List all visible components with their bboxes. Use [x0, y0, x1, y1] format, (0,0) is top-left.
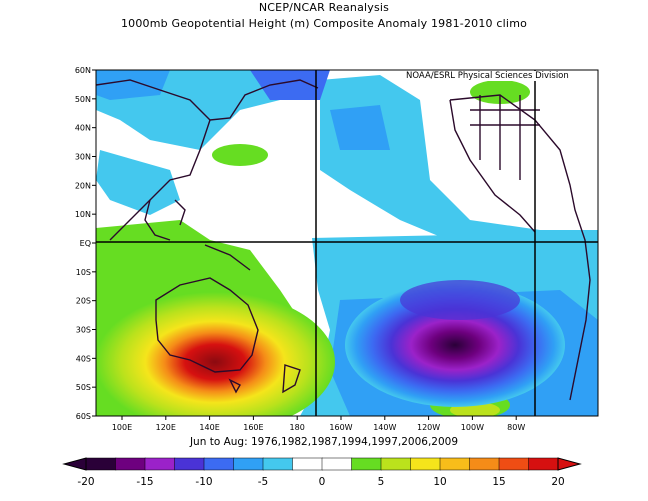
lat-tick-label: 10S [76, 268, 91, 277]
colorbar-label: 15 [492, 476, 506, 488]
lat-tick-label: EQ [80, 239, 91, 248]
colorbar-swatch [115, 457, 146, 471]
lon-tick-label: 80W [507, 423, 525, 432]
lon-tick-label: 100E [112, 423, 132, 432]
colorbar-swatch [321, 457, 353, 471]
colorbar-label: 10 [433, 476, 447, 488]
lon-tick-label: 100W [461, 423, 484, 432]
coastlines [96, 79, 591, 401]
lat-tick-label: 20N [75, 181, 91, 190]
lat-tick-label: 40N [75, 124, 91, 133]
lon-tick-label: 120W [417, 423, 440, 432]
lat-tick-label: 50N [75, 95, 91, 104]
colorbar-swatch [528, 457, 559, 471]
colorbar-swatch [262, 457, 294, 471]
colorbar-swatch [85, 457, 117, 471]
colorbar-label: 5 [377, 476, 385, 488]
colorbar [62, 457, 582, 471]
map-subtitle: 1000mb Geopotential Height (m) Composite… [120, 17, 528, 30]
colorbar-label: 0 [318, 476, 326, 488]
lon-tick-label: 140W [373, 423, 396, 432]
lat-tick-label: 40S [76, 354, 91, 363]
lat-tick-label: 10N [75, 210, 91, 219]
colorbar-swatch [144, 457, 176, 471]
colorbar-swatch [351, 457, 382, 471]
anomaly-field [96, 70, 598, 416]
map-caption: Jun to Aug: 1976,1982,1987,1994,1997,200… [189, 436, 459, 448]
colorbar-label: -10 [195, 476, 213, 488]
lon-tick-label: 140E [199, 423, 219, 432]
latitude-axis: 60N 50N 40N 30N 20N 10N EQ 10S 20S 30S 40S 50S 60S [75, 66, 96, 421]
colorbar-swatch [469, 457, 500, 471]
colorbar-max-arrow [557, 457, 582, 471]
colorbar-swatch [203, 457, 235, 471]
map-title: NCEP/NCAR Reanalysis [258, 1, 390, 14]
colorbar-swatch [439, 457, 471, 471]
colorbar-swatch [410, 457, 441, 471]
lat-tick-label: 30N [75, 153, 91, 162]
lat-tick-label: 20S [76, 297, 91, 306]
lon-tick-label: 160W [329, 423, 352, 432]
lon-tick-label: 160E [243, 423, 263, 432]
lat-tick-label: 60N [75, 66, 91, 75]
colorbar-label: -15 [136, 476, 154, 488]
colorbar-label: 20 [551, 476, 565, 488]
lat-tick-label: 60S [76, 412, 91, 421]
colorbar-min-arrow [62, 457, 87, 471]
lat-tick-label: 50S [76, 383, 91, 392]
lon-tick-label: 120E [156, 423, 176, 432]
colorbar-label: -20 [77, 476, 95, 488]
longitude-axis: 100E 120E 140E 160E 180 160W 140W 120W 100W 80W [112, 416, 525, 432]
colorbar-swatch [174, 457, 205, 471]
colorbar-swatch [498, 457, 530, 471]
lon-tick-label: 180 [290, 423, 305, 432]
lat-tick-label: 30S [76, 326, 91, 335]
credit-label: NOAA/ESRL Physical Sciences Division [404, 71, 571, 81]
colorbar-swatch [292, 457, 323, 471]
colorbar-swatch [233, 457, 264, 471]
colorbar-swatch [380, 457, 412, 471]
colorbar-label: -5 [257, 476, 269, 488]
